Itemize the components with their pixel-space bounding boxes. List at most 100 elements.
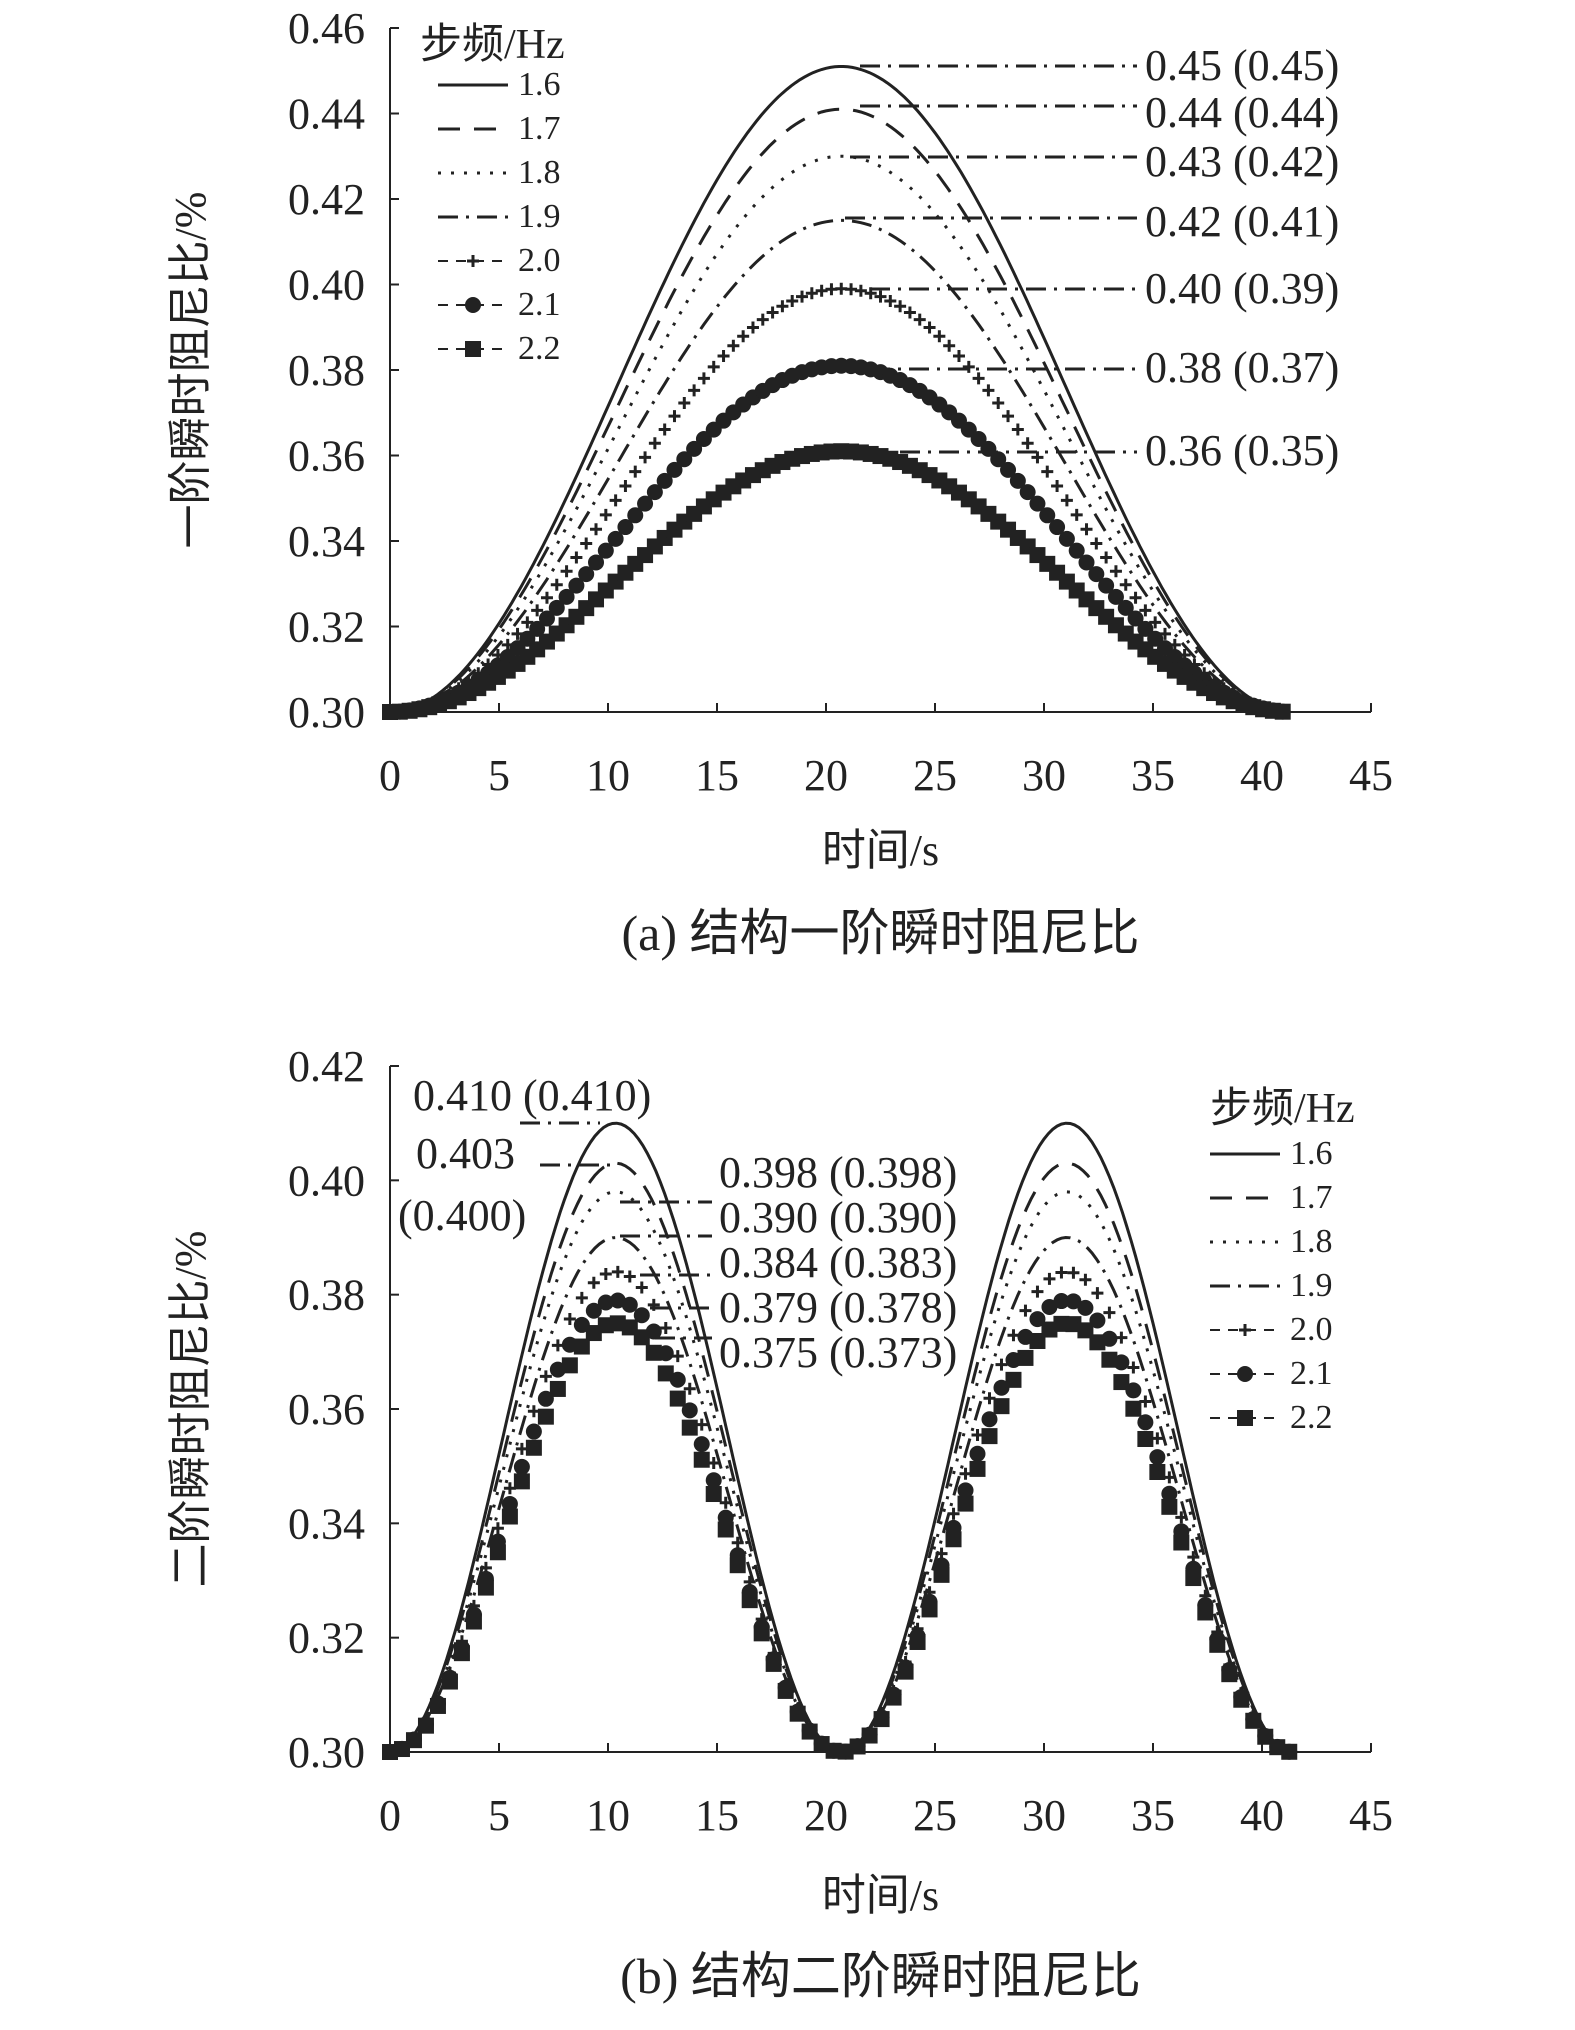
data-point-square [477,1579,494,1596]
data-point-plus [913,313,926,326]
legend-label: 2.1 [1290,1355,1333,1392]
data-point-circle [617,519,634,536]
data-point-plus [619,479,632,492]
data-point-plus [943,339,956,352]
data-point-plus [1079,1273,1092,1286]
data-point-plus [962,360,975,373]
y-tick-label: 0.40 [288,261,365,310]
data-point-plus [1100,551,1113,564]
peak-annotation: 0.36 (0.35) [1145,426,1339,475]
data-point-circle [1000,461,1017,478]
legend-marker-circle [465,297,481,313]
peak-annotation: 0.398 (0.398) [719,1148,957,1197]
series-1.7: 1.7 [389,107,1289,714]
data-point-plus [1067,1266,1080,1279]
data-point-circle [676,451,693,468]
data-point-plus [629,465,642,478]
legend-label: 2.1 [518,286,561,323]
data-point-plus [648,437,661,450]
x-tick-label: 40 [1240,1791,1284,1840]
series-1.9: 1.9 [389,198,1289,714]
x-axis-label: 时间/s [822,826,939,875]
data-point-plus [678,397,691,410]
data-point-circle [656,472,673,489]
data-point-plus [717,349,730,362]
data-point-square [645,1344,662,1361]
y-tick-label: 0.30 [288,1728,365,1777]
data-point-square [573,1338,590,1355]
legend-label: 1.8 [518,154,561,191]
data-point-plus [599,508,612,521]
data-point-plus [992,397,1005,410]
data-point-circle [705,1472,722,1489]
data-point-plus [746,321,759,334]
data-point-circle [1041,1299,1058,1316]
data-point-plus [570,551,583,564]
data-point-square [537,1408,554,1425]
data-point-square [405,1732,422,1749]
data-point-plus [982,384,995,397]
data-point-plus [719,1496,732,1509]
data-point-square [525,1439,542,1456]
data-point-plus [587,1276,600,1289]
data-point-square [933,1566,950,1583]
data-point-square [1101,1351,1118,1368]
data-point-circle [646,484,663,501]
data-point-circle [1009,472,1026,489]
data-point-square [909,1633,926,1650]
data-point-square [765,1655,782,1672]
data-point-square [969,1460,986,1477]
data-point-plus [766,306,779,319]
data-point-circle [578,566,595,583]
legend-label: 2.0 [1290,1311,1333,1348]
data-point-plus [539,1370,552,1383]
y-tick-label: 0.34 [288,1499,365,1548]
data-point-square [885,1689,902,1706]
data-point-circle [588,554,605,571]
data-point-square [441,1673,458,1690]
data-point-circle [513,1458,530,1475]
data-point-square [729,1557,746,1574]
data-point-square [669,1390,686,1407]
x-tick-label: 5 [488,1791,510,1840]
x-tick-label: 40 [1240,751,1284,800]
data-point-square [657,1365,674,1382]
data-point-plus [737,330,750,343]
data-point-plus [1129,591,1142,604]
peak-annotation: 0.43 (0.42) [1145,137,1339,186]
data-point-square [1089,1334,1106,1351]
data-point-square [1221,1666,1238,1683]
data-point-square [1281,1743,1298,1760]
peak-annotation: 0.410 (0.410) [413,1071,651,1120]
legend-title: 步频/Hz [1210,1086,1355,1132]
data-point-square [753,1625,770,1642]
data-point-circle [1127,610,1144,627]
legend-label: 1.6 [518,66,561,103]
chart-b: 0 5 10 15 20 25 30 35 40 45 0.30 0.32 0.34 0.36 0.38 0.… [166,1042,1393,2004]
data-point-square [801,1723,818,1740]
data-point-circle [627,507,644,524]
legend-label: 2.2 [518,330,561,367]
data-point-plus [1019,1304,1032,1317]
x-tick-label: 35 [1131,1791,1175,1840]
data-point-circle [1149,1449,1166,1466]
legend-label: 1.7 [518,110,561,147]
data-point-plus [1115,1331,1128,1344]
data-point-circle [1049,519,1066,536]
data-point-square [1113,1374,1130,1391]
x-tick-label: 10 [586,751,630,800]
data-point-square [1137,1430,1154,1447]
data-point-circle [666,461,683,478]
data-point-plus [995,1358,1008,1371]
legend-label: 1.7 [1290,1179,1333,1216]
data-point-square [1197,1604,1214,1621]
peak-annotation: 0.390 (0.390) [719,1193,957,1242]
data-point-circle [525,1423,542,1440]
data-point-square [1245,1712,1262,1729]
y-tick-label: 0.38 [288,1271,365,1320]
data-point-circle [1019,484,1036,501]
data-point-plus [609,494,622,507]
data-point-plus [1090,537,1103,550]
series-1.7: 1.7 [389,1161,1333,1754]
x-tick-label: 30 [1022,751,1066,800]
